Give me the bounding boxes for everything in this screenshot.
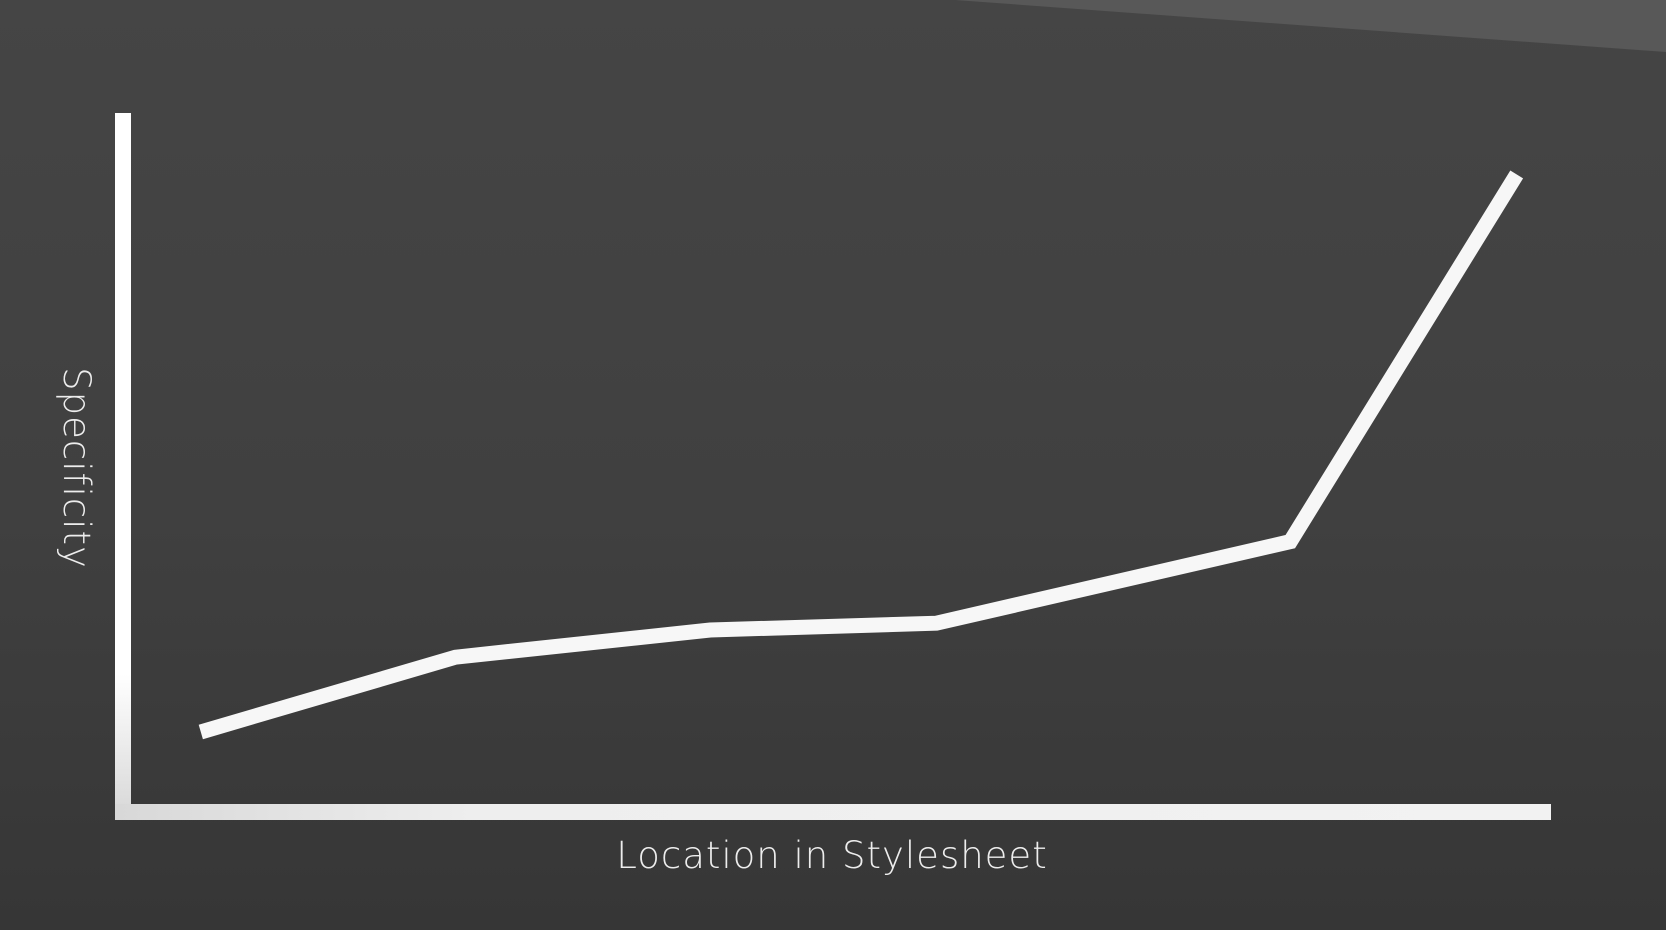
series-line-0 <box>198 170 1524 740</box>
y-axis-label: Specificity <box>55 367 98 569</box>
y-axis-line <box>115 113 131 815</box>
x-axis-label: Location in Stylesheet <box>616 834 1047 877</box>
x-axis-line <box>115 804 1551 820</box>
series-layer <box>198 170 1524 740</box>
